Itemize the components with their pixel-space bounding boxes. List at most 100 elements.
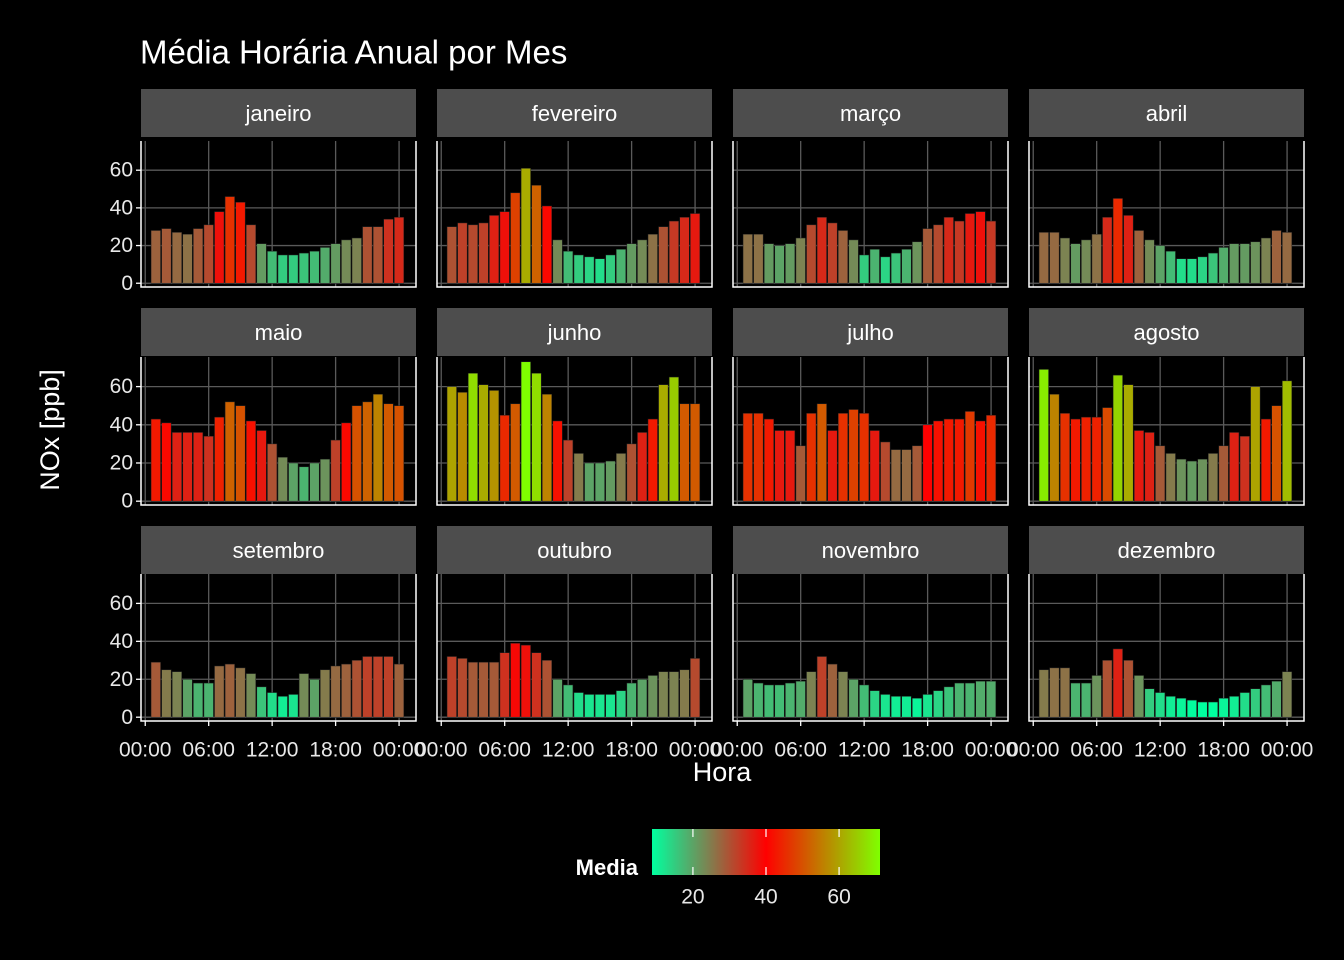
bar [394,663,405,718]
bar [446,386,457,502]
bar [224,196,235,284]
x-tick-label: 18:00 [1197,739,1250,762]
bar [848,239,859,284]
bar [1144,688,1155,718]
bar [520,361,531,502]
bar [1091,416,1102,502]
bar [1197,701,1208,718]
bar [330,665,341,718]
bar [1271,405,1282,502]
bar [626,682,637,718]
bar [785,243,796,284]
bar [616,690,627,718]
bar [1144,239,1155,284]
bar [1038,232,1049,284]
bar [1155,245,1166,284]
facet-title: julho [846,320,893,345]
bar [869,249,880,284]
bar [901,249,912,284]
bar [859,684,870,718]
bar [171,432,182,502]
bar [288,254,299,284]
x-tick-label: 00:00 [711,739,764,762]
bar [320,247,331,284]
bar [1081,239,1092,284]
bar [912,697,923,718]
bar [541,660,553,718]
facet-title: janeiro [244,101,311,126]
bar [964,411,975,502]
bar [182,234,193,284]
bar [584,256,595,284]
x-tick-label: 00:00 [119,739,172,762]
colorbar-tick-label: 60 [827,886,850,909]
bar [837,413,849,502]
bar [647,418,658,502]
y-tick-label: 60 [110,592,133,615]
bar [1176,697,1187,718]
bar [742,234,753,284]
bar [1239,243,1250,284]
bar [1144,432,1155,502]
bar [975,211,986,284]
bar [816,403,827,502]
bar [880,441,891,502]
bar [531,372,542,502]
bar [848,679,859,718]
bar [933,224,944,284]
bar [922,424,933,502]
facet-title: abril [1146,101,1188,126]
bar [1176,458,1187,502]
bar [552,679,563,718]
facet-title: setembro [233,538,325,563]
bar [288,694,299,718]
strip [141,526,416,574]
bar [1218,697,1229,718]
bar [510,642,521,718]
bar [288,462,299,502]
x-tick-label: 06:00 [182,739,235,762]
facet-title: junho [547,320,602,345]
bar [1260,237,1271,284]
bar [267,250,278,284]
bar [584,462,595,502]
bar [806,671,817,718]
bar [658,226,669,284]
bar [753,682,764,718]
bar [150,418,161,502]
bar [563,684,574,718]
x-tick-label: 06:00 [478,739,531,762]
bar [372,656,383,718]
bar [245,673,257,718]
bar [605,694,616,718]
bar [150,230,161,284]
bar [1165,453,1176,502]
bar [933,420,944,502]
bar [1186,460,1197,502]
bar [478,661,489,718]
bar [193,228,204,284]
bar [922,228,933,284]
bar [869,430,880,502]
bar [277,457,288,502]
bar [351,237,362,284]
bar [309,679,320,718]
bar [1186,258,1197,284]
y-tick-label: 40 [110,413,133,436]
y-tick-label: 40 [110,196,133,219]
bar [309,462,320,502]
bar [742,679,753,718]
bar [1218,247,1229,284]
bar [520,168,531,284]
bar [1059,667,1070,718]
bar [1208,252,1219,284]
x-tick-label: 06:00 [1070,739,1123,762]
bar [256,243,267,284]
facet-title: fevereiro [532,101,618,126]
bar [1112,198,1123,284]
strip [733,308,1008,356]
bar [647,675,658,718]
bar [816,217,827,284]
facet-title: dezembro [1118,538,1216,563]
colorbar-tick-label: 40 [754,886,777,909]
